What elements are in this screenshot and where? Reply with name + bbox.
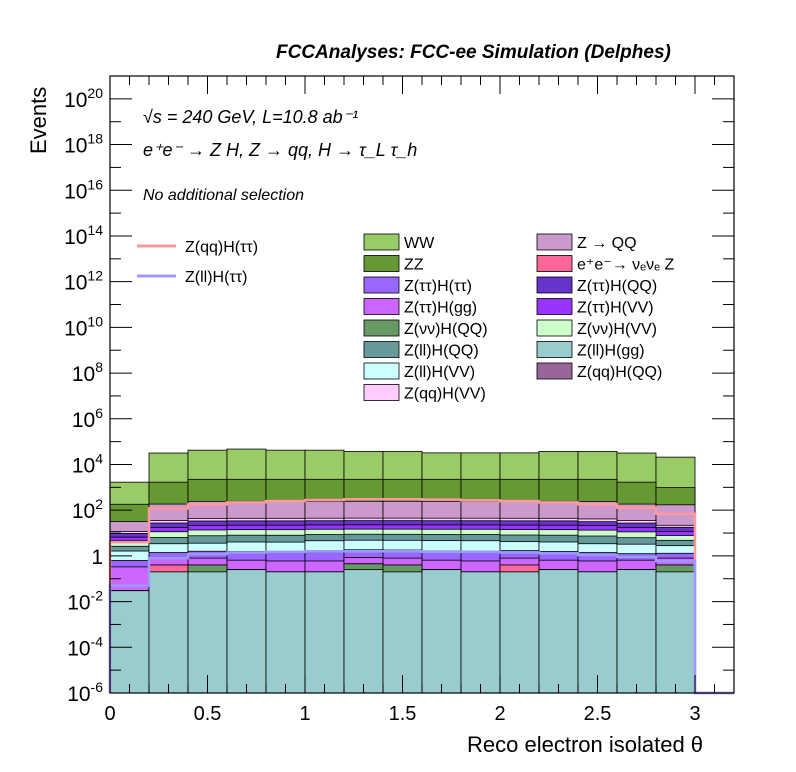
legend-label-z-qq-h-vv: Z(qq)H(VV)	[404, 386, 486, 403]
stacked-bars	[109, 448, 696, 694]
legend-swatch-z-ll-h-gg	[536, 341, 573, 358]
signal-line-z-qq-h	[108, 498, 734, 695]
legend-swatch-z-h-qq	[536, 276, 573, 294]
legend-label-z-qq-h: Z(qq)H(ττ)	[185, 239, 258, 256]
bar-z-ll-h-gg-12	[577, 571, 618, 694]
x-tick-label: 2.5	[584, 703, 612, 725]
bar-z-ll-h-gg-10	[499, 571, 540, 694]
legend-label-z-h-qq: Z(ττ)H(QQ)	[577, 278, 657, 295]
legend-swatch-e-e-z	[536, 255, 573, 272]
bar-z-ll-h-gg-0	[109, 590, 150, 694]
x-tick-label: 3	[689, 703, 700, 725]
process-label: e⁺e⁻ → Z H, Z → qq, H → τ_L τ_h	[143, 140, 417, 160]
bar-z-ll-h-gg-1	[148, 571, 189, 694]
bar-z-ll-h-gg-2	[187, 571, 228, 694]
bar-z-ll-h-gg-4	[265, 571, 306, 694]
legend-label-z-h-vv: Z(ττ)H(VV)	[577, 300, 654, 317]
legend-swatch-z-h-vv	[536, 298, 573, 315]
y-tick-label: 1014	[64, 222, 103, 249]
legend-swatch-z-ll-h-qq	[363, 341, 400, 358]
legend: Z(qq)H(ττ) Z(ll)H(ττ) WW ZZ Z(ττ)H(ττ) Z(ττ)H…	[137, 233, 674, 403]
legend-swatch-z-h-vv	[536, 319, 573, 337]
legend-swatch-zz	[363, 255, 400, 272]
selection-label: No additional selection	[143, 187, 304, 204]
y-tick-label: 1020	[64, 85, 103, 112]
bar-z-ll-h-gg-9	[460, 571, 501, 694]
legend-swatch-z-h-gg	[363, 298, 400, 315]
legend-label-z-h: Z(ττ)H(ττ)	[404, 278, 472, 295]
bar-z-ll-h-gg-5	[304, 571, 345, 694]
legend-label-ww: WW	[404, 235, 435, 252]
y-tick-label: 10-4	[67, 633, 103, 660]
y-tick-label: 106	[72, 405, 103, 432]
bar-z-ll-h-gg-6	[343, 569, 384, 694]
legend-swatch-z-h-qq	[363, 319, 400, 337]
energy-lumi-label: √s = 240 GeV, L=10.8 ab⁻¹	[143, 107, 358, 127]
bar-z-ll-h-gg-8	[421, 569, 462, 694]
x-tick-label: 0.5	[194, 703, 222, 725]
x-axis-label: Reco electron isolated θ	[467, 732, 704, 757]
bar-z-ll-h-gg-13	[616, 569, 657, 694]
legend-swatch-z-ll-h-vv	[363, 362, 400, 380]
signal-lines	[108, 498, 734, 695]
signal-line-z-ll-h	[108, 549, 734, 695]
bar-z-ll-h-gg-7	[382, 571, 423, 694]
y-tick-label: 108	[72, 359, 103, 386]
y-tick-label: 104	[72, 450, 103, 477]
y-tick-label: 1016	[64, 176, 103, 203]
bar-z-ll-h-gg-11	[538, 569, 579, 694]
plot-header: FCCAnalyses: FCC-ee Simulation (Delphes)	[276, 42, 671, 63]
y-tick-label: 1	[91, 546, 103, 569]
y-tick-label: 10-6	[67, 679, 103, 706]
x-tick-label: 1.5	[389, 703, 417, 725]
bar-z-ll-h-gg-3	[226, 569, 267, 694]
legend-swatch-z-qq-h-qq	[536, 362, 573, 380]
y-tick-label: 1018	[64, 131, 103, 158]
x-tick-label: 1	[299, 703, 310, 725]
y-tick-label: 1010	[64, 313, 103, 340]
legend-label-z-ll-h-qq: Z(ll)H(QQ)	[404, 343, 479, 360]
legend-label-z-ll-h: Z(ll)H(ττ)	[185, 269, 247, 286]
axis-ticks: 0 0.5 1 1.5 2 2.5 3 10-6 10-4 10-2 1 102 104 106 108 10…	[64, 75, 734, 725]
x-tick-label: 0	[104, 703, 115, 725]
legend-label-zz: ZZ	[404, 257, 424, 274]
annotations: √s = 240 GeV, L=10.8 ab⁻¹ e⁺e⁻ → Z H, Z →…	[143, 107, 417, 204]
legend-label-z-qq-h-qq: Z(qq)H(QQ)	[577, 364, 662, 381]
legend-swatch-z-qq	[536, 233, 573, 251]
x-tick-label: 2	[494, 703, 505, 725]
legend-label-z-h-vv: Z(νν)H(VV)	[577, 321, 657, 338]
legend-swatch-z-qq-h-vv	[363, 384, 400, 401]
legend-label-z-ll-h-vv: Z(ll)H(VV)	[404, 364, 475, 381]
legend-label-z-h-gg: Z(ττ)H(gg)	[404, 300, 477, 317]
legend-label-z-h-qq: Z(νν)H(QQ)	[404, 321, 488, 338]
bar-z-ll-h-gg-14	[655, 571, 696, 694]
y-tick-label: 10-2	[67, 588, 103, 615]
legend-label-z-ll-h-gg: Z(ll)H(gg)	[577, 343, 645, 360]
y-tick-label: 102	[72, 496, 103, 523]
legend-swatch-z-h	[363, 276, 400, 294]
legend-label-e-e-z: e⁺e⁻→ νₑνₑ Z	[577, 257, 674, 274]
y-tick-label: 1012	[64, 268, 103, 295]
legend-swatch-ww	[363, 233, 400, 251]
legend-label-z-qq: Z → QQ	[577, 235, 637, 252]
